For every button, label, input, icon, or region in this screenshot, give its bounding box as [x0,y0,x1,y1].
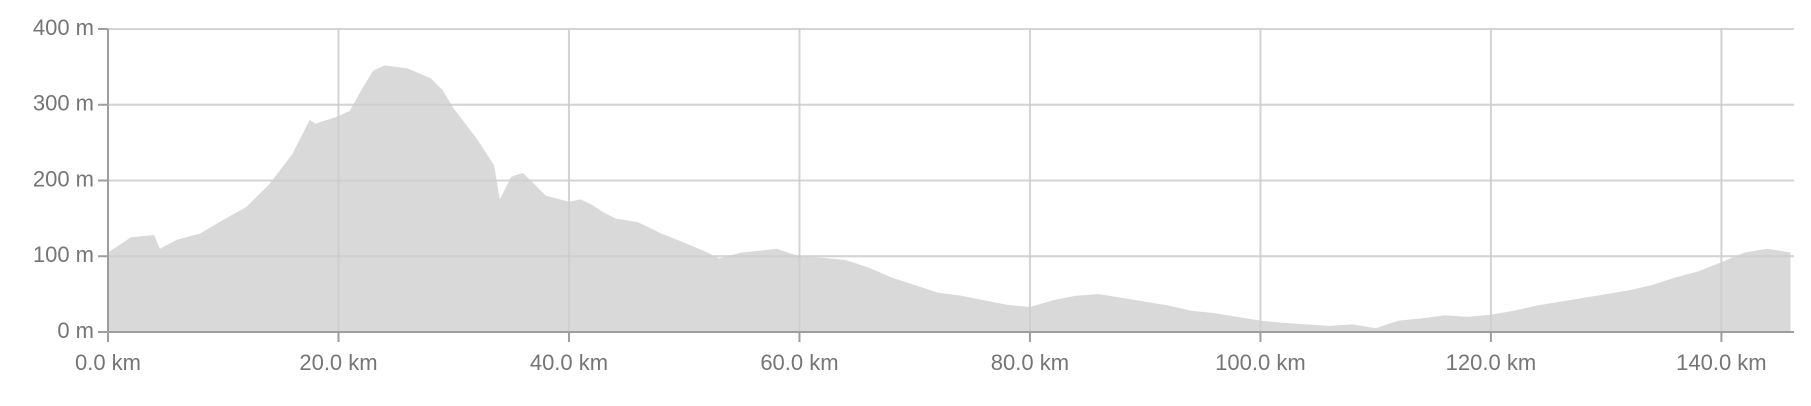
x-tick-label: 120.0 km [1446,350,1537,375]
y-tick-label: 100 m [33,242,94,267]
y-tick-label: 400 m [33,15,94,40]
x-tick-label: 60.0 km [760,350,838,375]
y-tick-label: 0 m [57,318,94,343]
elevation-area [108,65,1791,333]
y-tick-label: 300 m [33,91,94,116]
x-tick-label: 20.0 km [299,350,377,375]
x-tick-label: 100.0 km [1215,350,1306,375]
x-tick-label: 0.0 km [75,350,141,375]
x-tick-label: 140.0 km [1676,350,1767,375]
y-tick-label: 200 m [33,166,94,191]
x-tick-label: 40.0 km [530,350,608,375]
x-tick-label: 80.0 km [991,350,1069,375]
